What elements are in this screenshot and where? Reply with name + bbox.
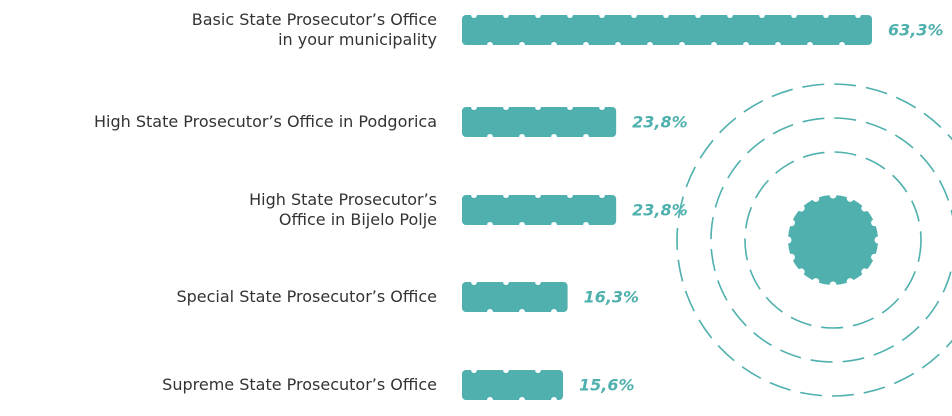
notch — [871, 254, 878, 261]
bar-notch — [583, 42, 589, 48]
bar-notch — [551, 397, 557, 403]
notch — [875, 237, 882, 244]
bar-notch — [535, 279, 541, 285]
notch — [830, 192, 837, 199]
bar-notch — [599, 192, 605, 198]
category-label: High State Prosecutor’s Office in Podgor… — [94, 112, 437, 132]
category-label: Basic State Prosecutor’s Office in your … — [192, 10, 437, 50]
bar-notch — [551, 222, 557, 228]
bar-notch — [567, 192, 573, 198]
bar-notch — [839, 42, 845, 48]
bar-notch — [535, 104, 541, 110]
bar-notch — [711, 42, 717, 48]
bar-notch — [567, 12, 573, 18]
notch — [861, 268, 868, 275]
bar-notch — [855, 12, 861, 18]
bar-notch — [471, 12, 477, 18]
bar-notch — [519, 42, 525, 48]
notch — [785, 237, 792, 244]
bar-notch — [535, 192, 541, 198]
chart: 63,3% 23,8% 23,8% 16,3% 15,6% — [0, 0, 952, 416]
bar-notch — [759, 12, 765, 18]
bar-notch — [743, 42, 749, 48]
bar-notch — [551, 42, 557, 48]
page: {"chart_data": {"type": "bar", "orientat… — [0, 0, 952, 416]
bar-notch — [535, 12, 541, 18]
bar-notch — [567, 104, 573, 110]
bar — [462, 15, 872, 45]
bar-notch — [599, 12, 605, 18]
value-label: 23,8% — [632, 201, 688, 220]
bar-notch — [551, 134, 557, 140]
notch — [861, 205, 868, 212]
bar-notch — [471, 104, 477, 110]
category-label: High State Prosecutor’s Office in Bijelo… — [249, 190, 437, 230]
notch — [798, 205, 805, 212]
value-label: 16,3% — [584, 288, 640, 307]
bar-notch — [775, 42, 781, 48]
category-label: Supreme State Prosecutor’s Office — [162, 375, 437, 395]
bar-notch — [727, 12, 733, 18]
bar-notch — [807, 42, 813, 48]
bar-notch — [487, 397, 493, 403]
bar-notch — [615, 42, 621, 48]
bar-notch — [519, 222, 525, 228]
bar-notch — [487, 222, 493, 228]
bar-notch — [471, 279, 477, 285]
bar — [462, 195, 616, 225]
bar — [462, 282, 568, 312]
bar-notch — [599, 104, 605, 110]
bar-notch — [471, 367, 477, 373]
bar-notch — [519, 397, 525, 403]
bar-notch — [791, 12, 797, 18]
bar-notch — [679, 42, 685, 48]
bar-notch — [471, 192, 477, 198]
notch — [830, 282, 837, 289]
bar-notch — [487, 134, 493, 140]
notch — [871, 219, 878, 226]
bar-notch — [519, 134, 525, 140]
bar-notch — [823, 12, 829, 18]
notch — [812, 195, 819, 202]
bar-notch — [583, 222, 589, 228]
bar-notch — [583, 134, 589, 140]
notch — [847, 278, 854, 285]
bar-notch — [551, 309, 557, 315]
notch — [788, 219, 795, 226]
bar — [462, 107, 616, 137]
notch — [847, 195, 854, 202]
category-label: Special State Prosecutor’s Office — [176, 287, 437, 307]
bar — [462, 370, 563, 400]
value-label: 63,3% — [888, 21, 944, 40]
value-label: 23,8% — [632, 113, 688, 132]
bar-notch — [663, 12, 669, 18]
bar-notch — [647, 42, 653, 48]
notch — [812, 278, 819, 285]
bar-notch — [503, 367, 509, 373]
bar-notch — [503, 12, 509, 18]
bar-notch — [695, 12, 701, 18]
bar-notch — [535, 367, 541, 373]
value-label: 15,6% — [579, 376, 635, 395]
bar-notch — [487, 309, 493, 315]
notch — [788, 254, 795, 261]
notch — [798, 268, 805, 275]
bar-notch — [631, 12, 637, 18]
bar-notch — [503, 192, 509, 198]
bar-notch — [519, 309, 525, 315]
bar-notch — [487, 42, 493, 48]
bar-notch — [503, 104, 509, 110]
bar-notch — [503, 279, 509, 285]
